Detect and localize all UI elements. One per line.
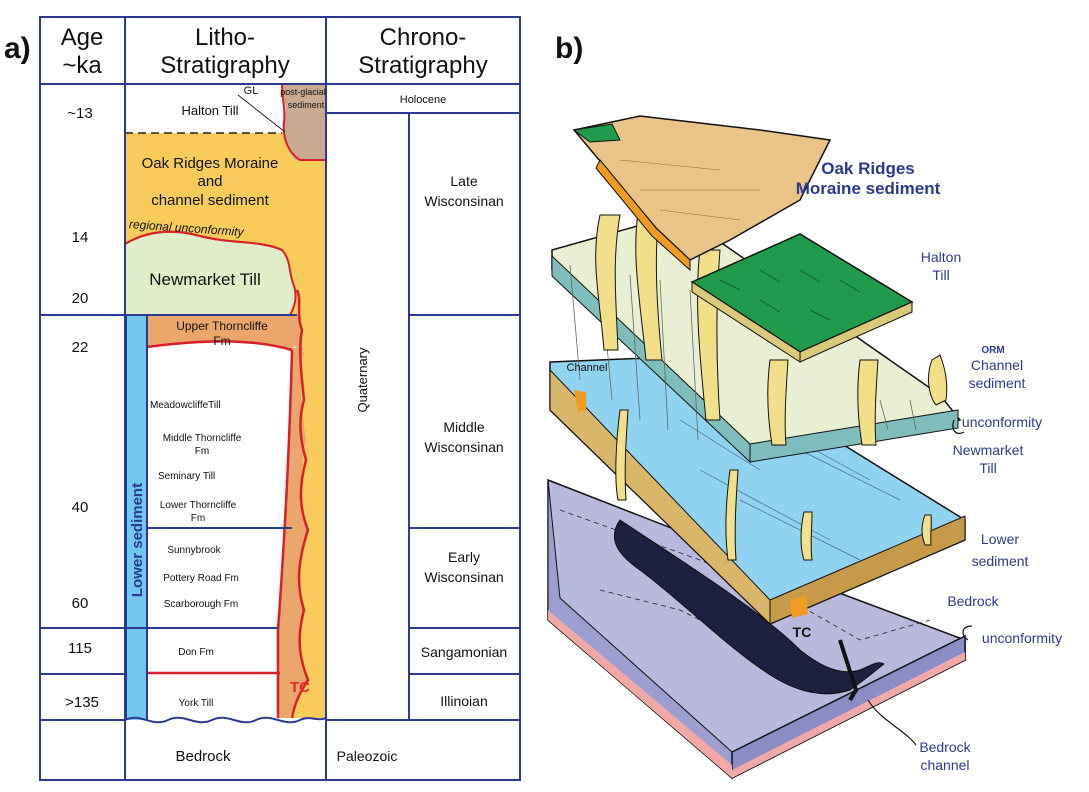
chrono-header-2: Stratigraphy (358, 52, 487, 79)
lower-thorncliffe-label-2: Fm (191, 513, 205, 524)
upper-thorncliffe-label-2: Fm (213, 334, 230, 348)
postglacial-label-1: post-glacial (280, 87, 326, 97)
postglacial-label-2: sediment (288, 100, 325, 110)
litho-header-2: Stratigraphy (160, 52, 289, 79)
newmarket-till-label-b2: Till (979, 460, 996, 476)
channel-sediment-label-2: sediment (969, 375, 1026, 391)
lower-sediment-bar (126, 315, 147, 720)
age-header-2: ~ka (62, 52, 102, 79)
orm-label-3: channel sediment (151, 192, 269, 209)
tc-channel-line (276, 349, 294, 718)
unconformity-upper-label: unconformity (962, 414, 1042, 430)
early-wisconsinan-1: Early (448, 549, 480, 565)
age-header-1: Age (61, 24, 104, 51)
unconformity-line (124, 230, 283, 251)
early-wisconsinan-2: Wisconsinan (424, 569, 503, 585)
unconformity-upper-arrow (952, 419, 965, 435)
bedrock-channel-arrow (867, 699, 917, 746)
halton-till-label-2: Till (932, 267, 949, 283)
panel-a: a) (4, 16, 521, 781)
orm-label-2: and (197, 173, 222, 190)
sangamonian-label: Sangamonian (421, 644, 507, 660)
age-label: >135 (65, 694, 99, 711)
age-label: 14 (72, 229, 89, 246)
age-label: 20 (72, 290, 89, 307)
late-wisconsinan-2: Wisconsinan (424, 193, 503, 209)
sunnybrook-label: Sunnybrook (167, 545, 221, 556)
channel-sediment-label-1: Channel (971, 357, 1023, 373)
bedrock-block (547, 478, 966, 780)
chrono-header-1: Chrono- (380, 24, 467, 51)
thorncliffe-boundary (146, 340, 293, 352)
bedrock-channel (614, 519, 885, 695)
bedrock-channel-label-1: Bedrock (919, 739, 971, 755)
lower-white-area (147, 341, 292, 630)
postglacial-fill (282, 84, 326, 160)
halton-block (690, 233, 914, 363)
newmarket-till-label-b1: Newmarket (953, 442, 1024, 458)
orm-right-boundary (290, 289, 310, 719)
middle-thorncliffe-label-1: Middle Thorncliffe (163, 433, 242, 444)
pottery-road-label: Pottery Road Fm (163, 573, 239, 584)
orm-sediment-label-2: Moraine sediment (796, 179, 941, 198)
orm-fill (125, 133, 326, 718)
unconformity-lower-arrow (962, 625, 973, 641)
newmarket-till-label: Newmarket Till (149, 270, 260, 289)
orm-sediment-label-1: Oak Ridges (821, 159, 915, 178)
age-label: ~13 (67, 105, 92, 122)
age-label: 60 (72, 595, 89, 612)
gl-label: GL (244, 85, 259, 97)
orm-label-1: Oak Ridges Moraine (142, 155, 279, 172)
holocene-label: Holocene (400, 94, 446, 106)
orm-small-label: ORM (981, 345, 1004, 356)
panel-b: b) (547, 32, 1062, 780)
bedrock-label-b: Bedrock (947, 593, 999, 609)
newmarket-block (551, 199, 962, 464)
tc-label-b: TC (793, 624, 812, 640)
late-wisconsinan-1: Late (450, 173, 477, 189)
meadowcliffe-label: MeadowcliffeTill (150, 400, 221, 411)
lower-sediment-label: Lower sediment (129, 483, 146, 597)
table-frame (39, 16, 521, 781)
halton-till-label: Halton Till (181, 103, 238, 118)
upper-thorncliffe-label-1: Upper Thorncliffe (176, 319, 268, 333)
age-label: 40 (72, 499, 89, 516)
seminary-till-label: Seminary Till (158, 471, 215, 482)
lower-thorncliffe-label-1: Lower Thorncliffe (160, 500, 237, 511)
bedrock-label-a: Bedrock (175, 748, 231, 765)
lower-sediment-label-b1: Lower (981, 531, 1019, 547)
bedrock-channel-label-2: channel (920, 757, 969, 773)
age-labels: ~13 14 20 22 40 60 115 >135 (65, 105, 99, 711)
don-fm-label: Don Fm (178, 647, 214, 658)
panel-b-label: b) (555, 32, 583, 65)
tc-label-a: TC (290, 679, 310, 696)
postglacial-boundary (281, 83, 326, 161)
age-label: 22 (72, 339, 89, 356)
age-label: 115 (68, 640, 92, 657)
scarborough-label: Scarborough Fm (164, 599, 238, 610)
illinoian-label: Illinoian (440, 693, 487, 709)
bedrock-wavy-contact (124, 716, 327, 724)
york-till-label: York Till (179, 698, 214, 709)
halton-till-label-1: Halton (921, 249, 961, 265)
middle-wisconsinan-1: Middle (443, 419, 484, 435)
panel-a-label: a) (4, 32, 31, 65)
middle-wisconsinan-2: Wisconsinan (424, 439, 503, 455)
lower-sediment-label-b2: sediment (972, 553, 1029, 569)
quaternary-label: Quaternary (355, 347, 370, 413)
orm-top-block (572, 115, 832, 272)
litho-header-1: Litho- (195, 24, 255, 51)
channel-label: Channel (567, 362, 608, 374)
gl-line (237, 94, 286, 133)
paleozoic-label: Paleozoic (337, 748, 398, 764)
middle-thorncliffe-label-2: Fm (195, 446, 209, 457)
lower-sediment-block (549, 355, 966, 626)
unconformity-lower-label: unconformity (982, 630, 1062, 646)
